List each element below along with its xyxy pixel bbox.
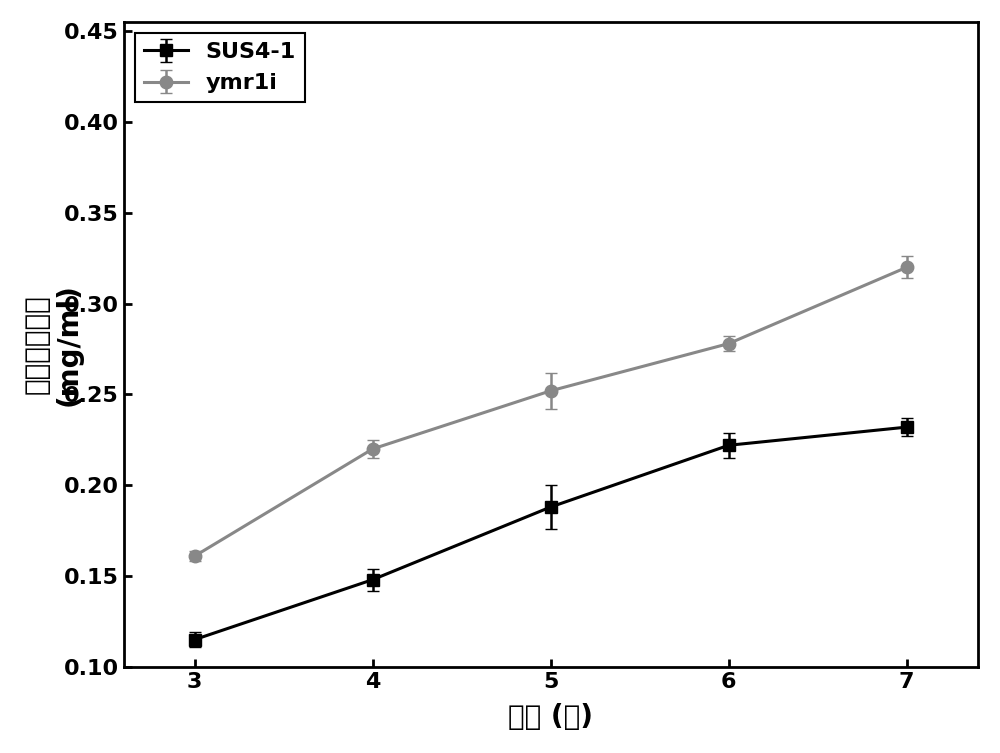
X-axis label: 时间 (天): 时间 (天): [508, 703, 593, 730]
Y-axis label: 胞外蛋白浓度
(mg/ml): 胞外蛋白浓度 (mg/ml): [22, 283, 83, 406]
Legend: SUS4-1, ymr1i: SUS4-1, ymr1i: [135, 33, 305, 102]
